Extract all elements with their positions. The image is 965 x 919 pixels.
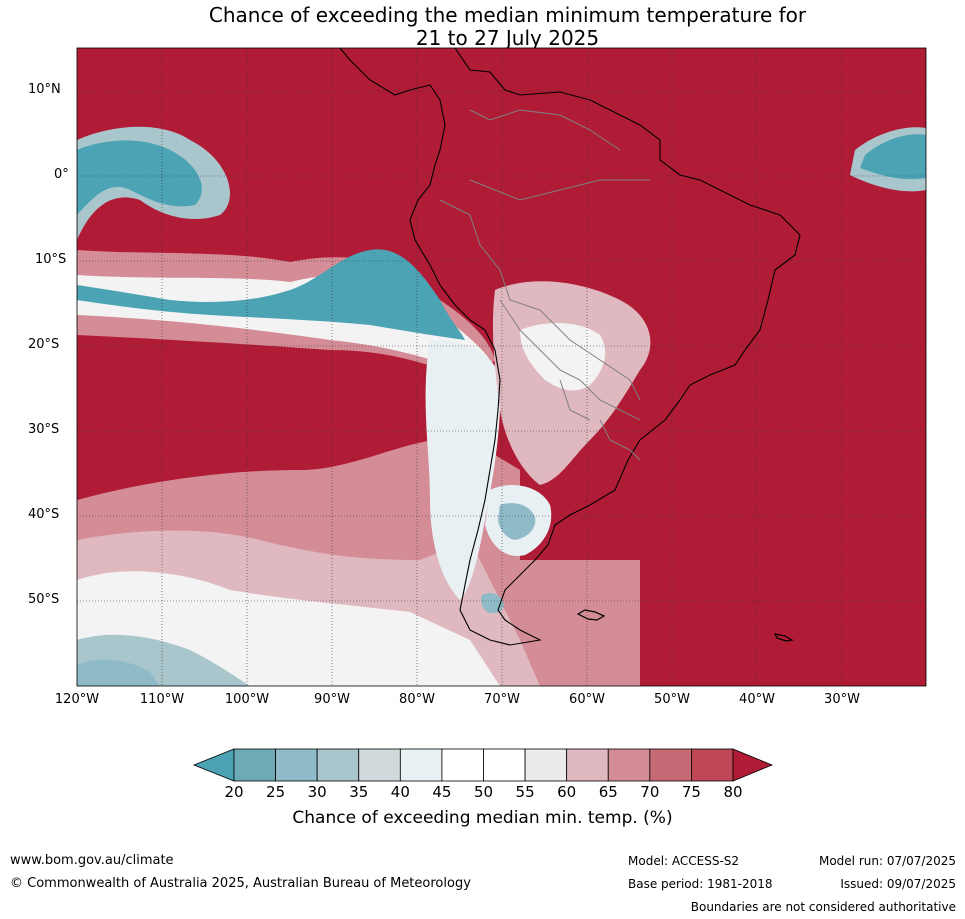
colorbar-box — [483, 748, 526, 782]
south-america-coastline — [339, 48, 801, 646]
pacific-diagonal-blue — [77, 249, 465, 340]
colorbar-tick-label: 60 — [557, 783, 577, 801]
lon-label-120w: 120°W — [54, 692, 100, 707]
base-period: Base period: 1981-2018 — [628, 877, 773, 891]
title-line-1: Chance of exceeding the median minimum t… — [208, 3, 807, 27]
colorbar-tick-label: 45 — [432, 783, 452, 801]
colorbar-tick-label: 70 — [640, 783, 660, 801]
pacific-blue-patch-2-core — [860, 134, 926, 180]
colorbar-box — [649, 748, 692, 782]
colorbar-tick-label: 20 — [224, 783, 244, 801]
colorbar-tick-label: 25 — [266, 783, 286, 801]
colorbar-box — [607, 748, 651, 782]
lat-label-20s: 20°S — [28, 337, 60, 352]
continent-white-interior — [520, 323, 606, 391]
colorbar-tick-label: 75 — [681, 783, 701, 801]
colorbar-box — [566, 748, 609, 782]
lat-label-10s: 10°S — [35, 252, 67, 267]
lon-label-30w: 30°W — [824, 692, 860, 707]
lon-label-90w: 90°W — [314, 692, 350, 707]
colorbar-box — [233, 748, 276, 782]
colorbar — [192, 748, 774, 782]
colorbar-tick-label: 65 — [598, 783, 618, 801]
issued-date: Issued: 09/07/2025 — [840, 877, 956, 891]
colorbar-tick-label: 35 — [349, 783, 369, 801]
model-run-date: Model run: 07/07/2025 — [818, 854, 956, 868]
colorbar-box — [358, 748, 401, 782]
colorbar-low-extend — [192, 748, 235, 782]
boundaries-disclaimer: Boundaries are not considered authoritat… — [690, 900, 956, 914]
lat-label-0: 0° — [54, 167, 69, 182]
colorbar-tick-label: 80 — [723, 783, 743, 801]
south-blue-core — [77, 659, 160, 686]
colorbar-box — [399, 748, 443, 782]
lon-label-50w: 50°W — [654, 692, 690, 707]
model-name: Model: ACCESS-S2 — [628, 854, 740, 868]
colorbar-tick-label: 30 — [307, 783, 327, 801]
colorbar-tick-label: 50 — [473, 783, 494, 801]
website-link[interactable]: www.bom.gov.au/climate — [10, 853, 174, 868]
lat-label-40s: 40°S — [28, 507, 60, 522]
map-title: Chance of exceeding the median minimum t… — [0, 4, 965, 50]
south-georgia — [773, 633, 794, 642]
colorbar-boxes — [233, 748, 734, 782]
lon-label-60w: 60°W — [569, 692, 605, 707]
colorbar-box — [441, 748, 484, 782]
lat-label-50s: 50°S — [28, 592, 60, 607]
colorbar-high-extend — [732, 748, 774, 782]
country-borders — [439, 109, 650, 461]
colorbar-box — [691, 748, 734, 782]
andes-white-corridor — [425, 340, 501, 600]
lon-label-40w: 40°W — [739, 692, 775, 707]
copyright-notice: © Commonwealth of Australia 2025, Austra… — [10, 876, 471, 891]
colorbar-box — [275, 748, 318, 782]
graticule — [77, 48, 926, 686]
colorbar-box — [524, 748, 568, 782]
lon-label-70w: 70°W — [484, 692, 520, 707]
lon-label-100w: 100°W — [224, 692, 270, 707]
colorbar-title: Chance of exceeding median min. temp. (%… — [292, 808, 673, 828]
lon-label-80w: 80°W — [399, 692, 435, 707]
colorbar-tick-label: 40 — [390, 783, 410, 801]
colorbar-box — [316, 748, 360, 782]
colorbar-tick-label: 55 — [515, 783, 535, 801]
lat-label-10n: 10°N — [28, 82, 61, 97]
falkland-islands — [576, 609, 606, 621]
map-frame — [76, 47, 927, 687]
patagonia-blue — [498, 503, 536, 540]
lon-label-110w: 110°W — [139, 692, 185, 707]
pacific-blue-patch-1-core — [77, 140, 202, 215]
title-line-2: 21 to 27 July 2025 — [415, 26, 600, 50]
lat-label-30s: 30°S — [28, 422, 60, 437]
map-panel — [77, 48, 926, 686]
